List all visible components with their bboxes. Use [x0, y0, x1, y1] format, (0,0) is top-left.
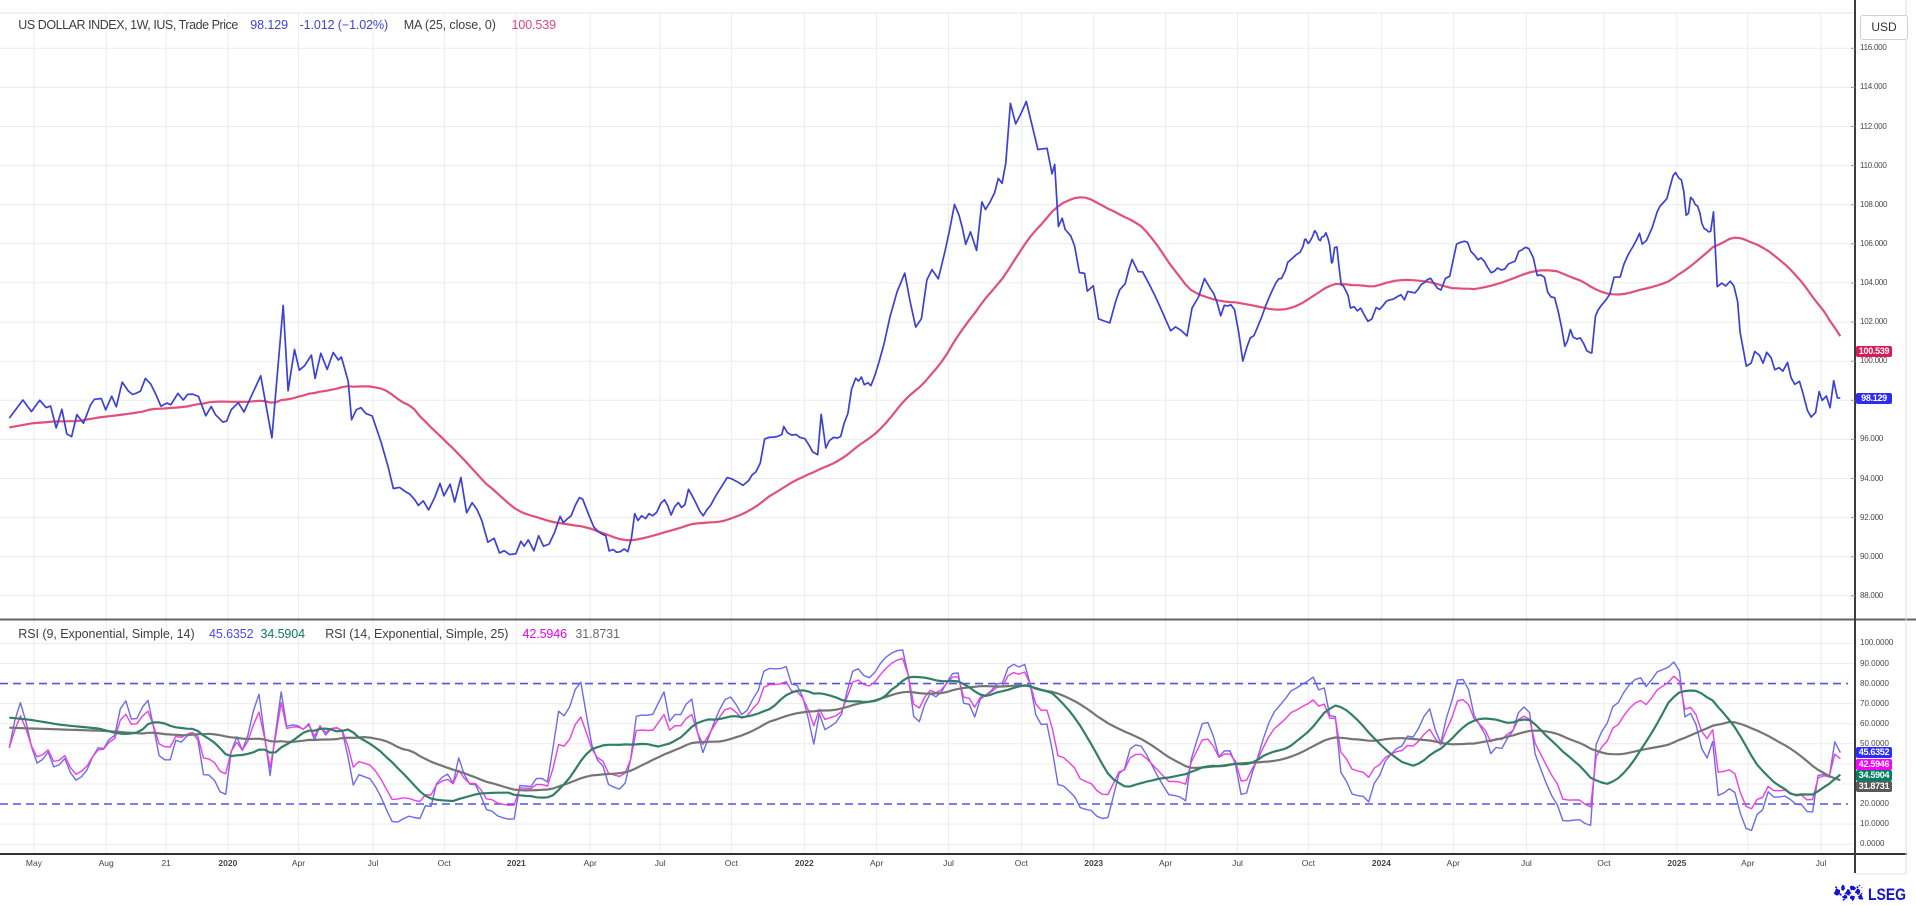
svg-text:LSEG: LSEG [1868, 886, 1906, 904]
